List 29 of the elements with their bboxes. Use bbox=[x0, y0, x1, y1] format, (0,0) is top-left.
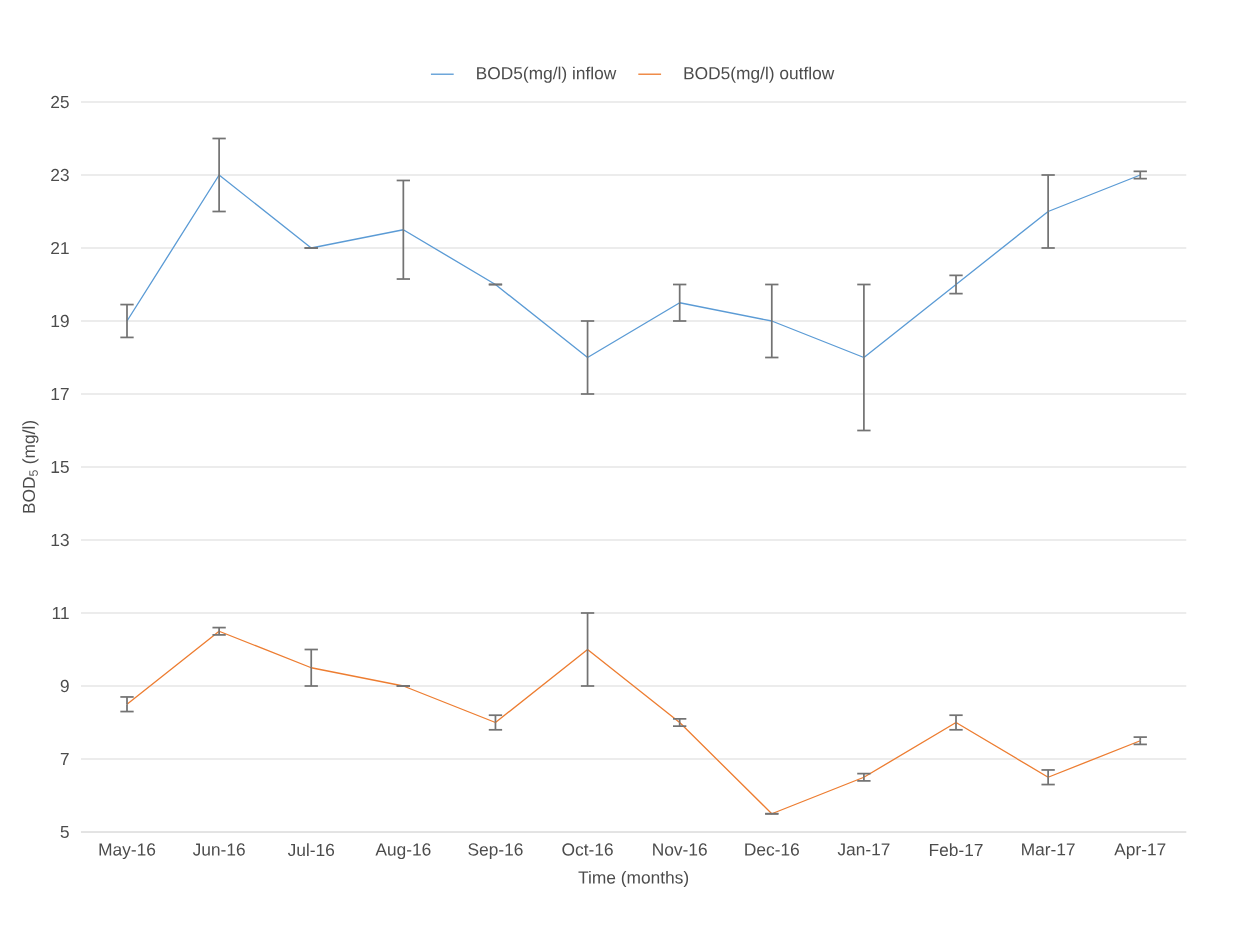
y-tick-label: 19 bbox=[51, 314, 69, 328]
y-tick-label: 21 bbox=[51, 241, 69, 255]
x-tick-label: May-16 bbox=[99, 843, 156, 860]
x-tick-label: Feb-17 bbox=[929, 843, 983, 857]
legend-label: BOD5(mg/l) outflow bbox=[684, 66, 835, 83]
x-tick-label: Nov-16 bbox=[653, 843, 707, 856]
y-tick-label: 9 bbox=[60, 679, 69, 693]
x-tick-label: Jun-16 bbox=[192, 843, 245, 856]
y-tick-label: 11 bbox=[52, 607, 69, 619]
x-tick-label: Apr-17 bbox=[1114, 843, 1166, 859]
x-tick-label: Jul-16 bbox=[287, 843, 335, 857]
y-tick-label: 13 bbox=[51, 533, 69, 547]
y-tick-label: 7 bbox=[60, 753, 69, 765]
y-tick-label: 25 bbox=[51, 95, 69, 109]
x-tick-label: Oct-16 bbox=[562, 843, 613, 856]
legend-label: BOD5(mg/l) inflow bbox=[477, 66, 617, 83]
x-tick-label: Sep-16 bbox=[468, 843, 523, 860]
y-axis-title: BOD$_{5}$ (mg/l) bbox=[22, 421, 39, 513]
x-tick-label: Mar-17 bbox=[1022, 843, 1075, 856]
x-tick-label: Dec-16 bbox=[745, 843, 799, 856]
x-tick-label: Jan-17 bbox=[837, 843, 890, 856]
x-axis-title: Time (months) bbox=[578, 870, 689, 888]
y-tick-label: 15 bbox=[51, 460, 69, 474]
x-tick-label: Aug-16 bbox=[375, 843, 431, 860]
y-tick-label: 17 bbox=[51, 388, 69, 400]
line-series bbox=[126, 630, 1141, 815]
y-tick-label: 23 bbox=[51, 168, 69, 182]
y-tick-label: 5 bbox=[60, 825, 69, 839]
line-series bbox=[126, 174, 1141, 359]
